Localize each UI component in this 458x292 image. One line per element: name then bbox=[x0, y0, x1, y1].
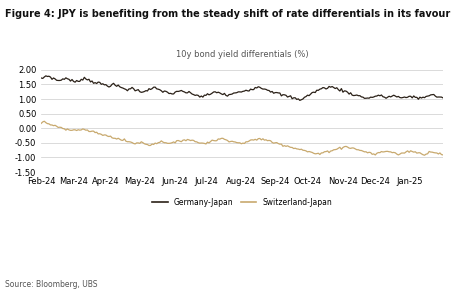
Text: Source: Bloomberg, UBS: Source: Bloomberg, UBS bbox=[5, 280, 97, 289]
Legend: Germany-Japan, Switzerland-Japan: Germany-Japan, Switzerland-Japan bbox=[149, 195, 335, 210]
Title: 10y bond yield differentials (%): 10y bond yield differentials (%) bbox=[176, 50, 308, 59]
Text: Figure 4: JPY is benefiting from the steady shift of rate differentials in its f: Figure 4: JPY is benefiting from the ste… bbox=[5, 9, 450, 19]
